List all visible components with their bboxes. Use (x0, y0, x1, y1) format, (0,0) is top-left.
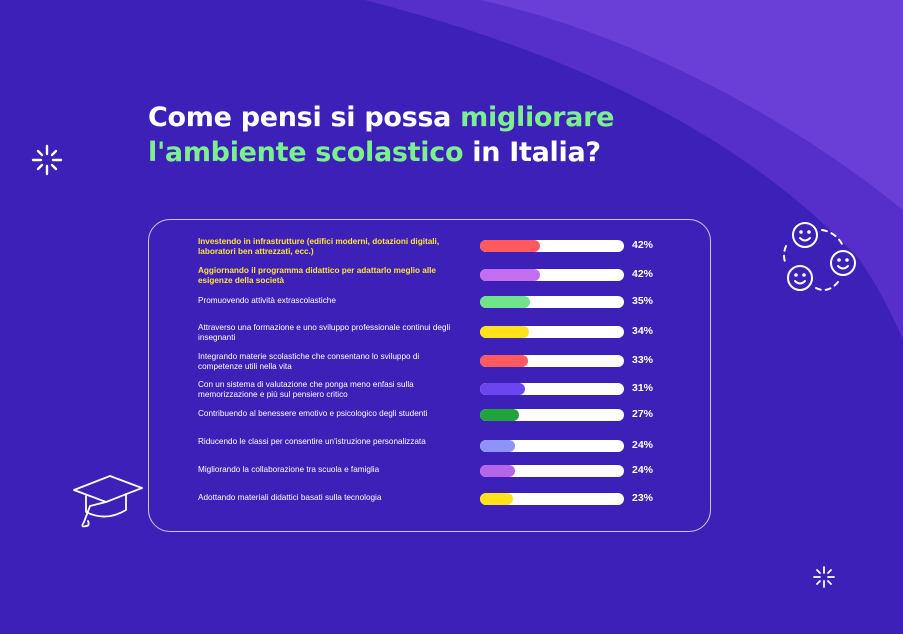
title-line2-highlight: l'ambiente scolastico (148, 137, 464, 168)
bar-value-label: 27% (632, 408, 654, 420)
bar-track (480, 326, 624, 338)
title-line1-highlight: migliorare (460, 102, 615, 133)
bar-row: Attraverso una formazione e uno sviluppo… (198, 323, 668, 351)
chart-title: Come pensi si possa migliorare l'ambient… (148, 100, 614, 170)
bar-label: Migliorando la collaborazione tra scuola… (198, 465, 380, 474)
bar-value-label: 34% (632, 325, 654, 337)
bar-fill (480, 409, 519, 421)
bar-label: Con un sistema di valutazione che ponga … (198, 380, 414, 399)
bar-label: Integrando materie scolastiche che conse… (198, 352, 420, 371)
bar-fill (480, 269, 541, 281)
bar-fill (480, 465, 515, 477)
bar-label: Riducendo le classi per consentire un'is… (198, 437, 426, 446)
bar-value-label: 42% (632, 268, 654, 280)
bar-row: Migliorando la collaborazione tra scuola… (198, 464, 668, 493)
bar-fill (480, 326, 529, 338)
bar-label: Investendo in infrastrutture (edifici mo… (198, 237, 440, 256)
bar-track (480, 409, 624, 421)
bar-fill (480, 296, 531, 308)
bar-fill (480, 383, 525, 395)
bar-row: Integrando materie scolastiche che conse… (198, 352, 668, 380)
title-line2-suffix: in Italia? (463, 137, 601, 168)
bar-track (480, 493, 624, 505)
bar-row: Aggiornando il programma didattico per a… (198, 266, 668, 294)
bar-label: Contribuendo al benessere emotivo e psic… (198, 409, 428, 418)
bar-value-label: 24% (632, 464, 654, 476)
bar-track (480, 465, 624, 477)
bar-fill (480, 440, 515, 452)
bar-track (480, 355, 624, 367)
bar-track (480, 383, 624, 395)
bar-row: Riducendo le classi per consentire un'is… (198, 437, 668, 465)
bar-track (480, 240, 624, 252)
bar-track (480, 440, 624, 452)
bar-value-label: 24% (632, 439, 654, 451)
bar-value-label: 42% (632, 239, 654, 251)
chart-card (148, 219, 711, 532)
bar-fill (480, 493, 514, 505)
bar-track (480, 296, 624, 308)
bar-row: Con un sistema di valutazione che ponga … (198, 380, 668, 408)
bar-track (480, 269, 624, 281)
bar-row: Promuovendo attività extrascolastiche 35% (198, 295, 668, 324)
bar-label: Aggiornando il programma didattico per a… (198, 266, 436, 285)
bar-label: Adottando materiali didattici basati sul… (198, 493, 382, 502)
bar-row: Investendo in infrastrutture (edifici mo… (198, 237, 668, 265)
sparkle-icon (31, 144, 63, 176)
bar-label: Attraverso una formazione e uno sviluppo… (198, 323, 451, 342)
bar-fill (480, 355, 528, 367)
bar-value-label: 35% (632, 295, 654, 307)
bar-value-label: 23% (632, 492, 654, 504)
bar-value-label: 33% (632, 354, 654, 366)
sparkle-icon (813, 566, 835, 588)
bar-label: Promuovendo attività extrascolastiche (198, 296, 336, 305)
bar-row: Contribuendo al benessere emotivo e psic… (198, 408, 668, 437)
bar-fill (480, 240, 541, 252)
bar-value-label: 31% (632, 382, 654, 394)
title-line1-prefix: Come pensi si possa (148, 102, 461, 133)
graduation-cap-icon (73, 475, 143, 528)
bar-row: Adottando materiali didattici basati sul… (198, 492, 668, 521)
smiley-cluster-icon (783, 222, 856, 291)
